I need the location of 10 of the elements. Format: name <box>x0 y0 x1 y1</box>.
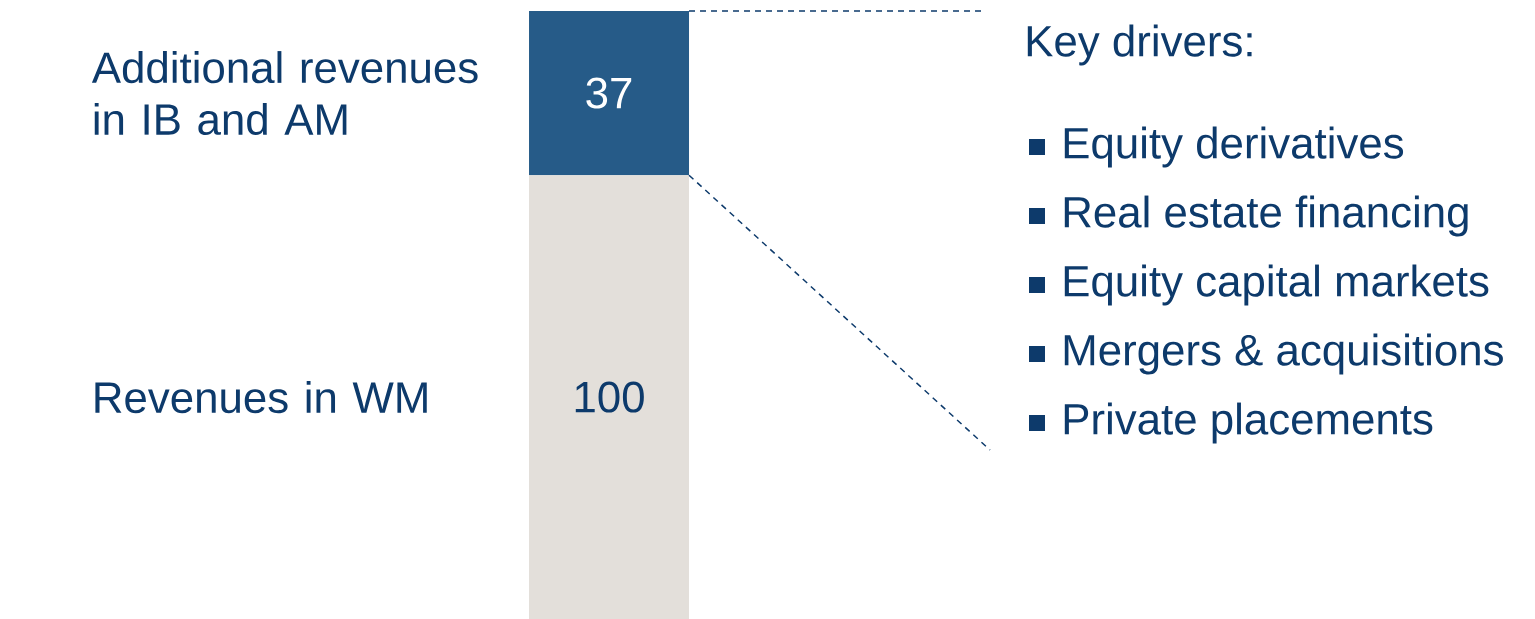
text: Key drivers: <box>1027 24 1252 66</box>
series-label: Additional revenues in IB and AM <box>91 51 478 136</box>
text: Equity derivatives <box>1064 126 1404 168</box>
text: Revenues in WM <box>95 380 427 414</box>
data-label: 37 <box>586 77 632 109</box>
data-label: 100 <box>575 381 644 413</box>
text: Equity capital markets <box>1064 264 1489 306</box>
text: Private placements <box>1064 402 1433 444</box>
text: Mergers & acquisitions <box>1064 333 1503 375</box>
text: Real estate financing <box>1064 195 1468 237</box>
